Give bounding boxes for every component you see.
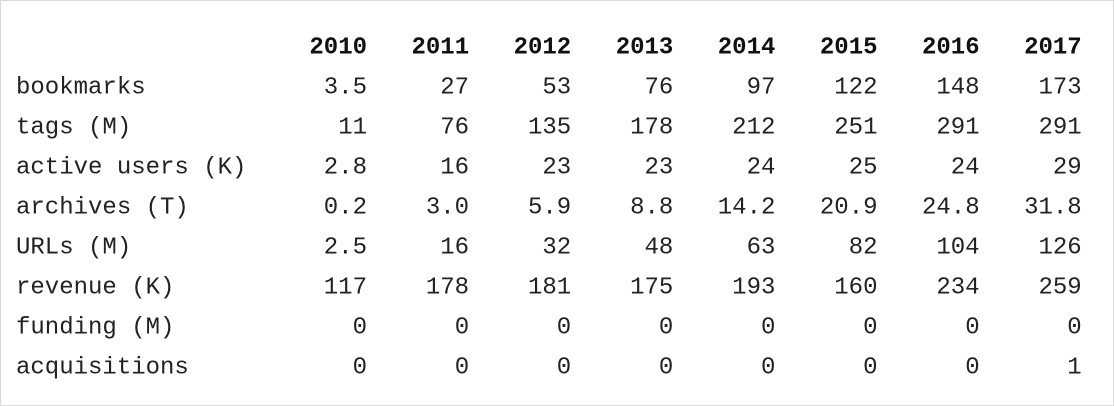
cell-value: 97 [747, 74, 776, 101]
cell-value: 251 [834, 114, 877, 141]
column-header: 2015 [820, 34, 878, 61]
cell-value: 31.8 [1024, 194, 1082, 221]
cell-value: 0 [761, 314, 775, 341]
cell-value: 14.2 [718, 194, 776, 221]
cell-value: 0 [863, 354, 877, 381]
cell-value: 148 [936, 74, 979, 101]
column-header: 2010 [309, 34, 367, 61]
cell-value: 24 [747, 154, 776, 181]
cell-value: 0 [455, 354, 469, 381]
cell-value: 20.9 [820, 194, 878, 221]
cell-value: 53 [542, 74, 571, 101]
cell-value: 212 [732, 114, 775, 141]
cell-value: 0 [659, 354, 673, 381]
cell-value: 104 [936, 234, 979, 261]
cell-value: 3.5 [324, 74, 367, 101]
cell-value: 0 [557, 354, 571, 381]
cell-value: 27 [440, 74, 469, 101]
row-label: URLs (M) [16, 234, 131, 261]
cell-value: 0 [761, 354, 775, 381]
cell-value: 2.5 [324, 234, 367, 261]
column-header: 2017 [1024, 34, 1082, 61]
cell-value: 0 [557, 314, 571, 341]
cell-value: 0 [353, 354, 367, 381]
cell-value: 291 [1038, 114, 1081, 141]
cell-value: 0 [965, 314, 979, 341]
cell-value: 181 [528, 274, 571, 301]
cell-value: 23 [644, 154, 673, 181]
cell-value: 1 [1067, 354, 1081, 381]
cell-value: 0 [659, 314, 673, 341]
cell-value: 82 [849, 234, 878, 261]
cell-value: 193 [732, 274, 775, 301]
cell-value: 29 [1053, 154, 1082, 181]
row-label: funding (M) [16, 314, 174, 341]
cell-value: 76 [440, 114, 469, 141]
cell-value: 25 [849, 154, 878, 181]
column-header: 2014 [718, 34, 776, 61]
cell-value: 135 [528, 114, 571, 141]
cell-value: 126 [1038, 234, 1081, 261]
cell-value: 0 [863, 314, 877, 341]
cell-value: 76 [644, 74, 673, 101]
cell-value: 16 [440, 154, 469, 181]
row-label: tags (M) [16, 114, 131, 141]
cell-value: 0 [1067, 314, 1081, 341]
cell-value: 178 [426, 274, 469, 301]
cell-value: 0 [965, 354, 979, 381]
cell-value: 3.0 [426, 194, 469, 221]
row-label: archives (T) [16, 194, 189, 221]
cell-value: 11 [338, 114, 367, 141]
column-header: 2012 [514, 34, 572, 61]
cell-value: 173 [1038, 74, 1081, 101]
cell-value: 24 [951, 154, 980, 181]
cell-value: 16 [440, 234, 469, 261]
cell-value: 259 [1038, 274, 1081, 301]
cell-value: 234 [936, 274, 979, 301]
row-label: active users (K) [16, 154, 246, 181]
cell-value: 5.9 [528, 194, 571, 221]
cell-value: 160 [834, 274, 877, 301]
cell-value: 175 [630, 274, 673, 301]
column-header: 2013 [616, 34, 674, 61]
row-label: bookmarks [16, 74, 146, 101]
cell-value: 0 [455, 314, 469, 341]
cell-value: 0 [353, 314, 367, 341]
column-header: 2016 [922, 34, 980, 61]
row-label: acquisitions [16, 354, 189, 381]
cell-value: 24.8 [922, 194, 980, 221]
cell-value: 8.8 [630, 194, 673, 221]
cell-value: 23 [542, 154, 571, 181]
cell-value: 291 [936, 114, 979, 141]
row-label: revenue (K) [16, 274, 174, 301]
column-header: 2011 [411, 34, 469, 61]
cell-value: 117 [324, 274, 367, 301]
cell-value: 122 [834, 74, 877, 101]
cell-value: 178 [630, 114, 673, 141]
cell-value: 63 [747, 234, 776, 261]
cell-value: 32 [542, 234, 571, 261]
cell-value: 0.2 [324, 194, 367, 221]
cell-value: 2.8 [324, 154, 367, 181]
cell-value: 48 [644, 234, 673, 261]
